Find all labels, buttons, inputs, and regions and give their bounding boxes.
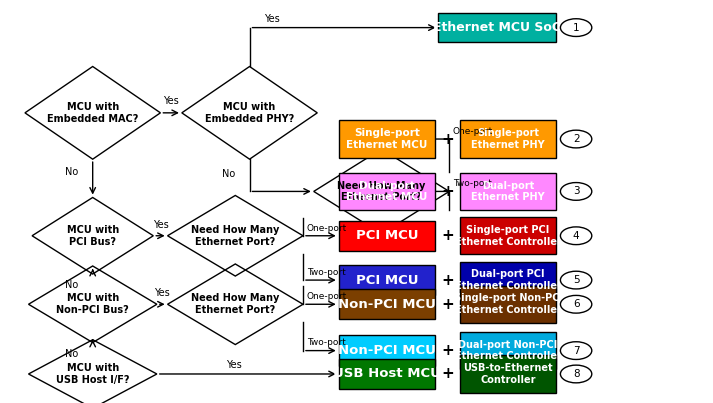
Text: USB-to-Ethernet
Controller: USB-to-Ethernet Controller xyxy=(463,363,553,385)
Text: One-port: One-port xyxy=(307,224,347,233)
Text: 4: 4 xyxy=(573,231,580,241)
Text: MCU with
Embedded MAC?: MCU with Embedded MAC? xyxy=(47,102,138,124)
Text: 5: 5 xyxy=(573,275,580,285)
Text: Need How Many
Ethernet Port?: Need How Many Ethernet Port? xyxy=(191,225,279,247)
Bar xyxy=(460,286,556,323)
Text: Ethernet MCU SoC: Ethernet MCU SoC xyxy=(434,21,561,34)
Text: +: + xyxy=(441,343,453,358)
Text: +: + xyxy=(441,228,453,243)
Bar xyxy=(339,265,435,295)
Bar xyxy=(438,13,556,42)
Text: Dual-port PCI
Ethernet Controller: Dual-port PCI Ethernet Controller xyxy=(455,269,561,291)
Text: MCU with
Non-PCI Bus?: MCU with Non-PCI Bus? xyxy=(56,293,129,315)
Text: Dual-port Non-PCI
Ethernet Controller: Dual-port Non-PCI Ethernet Controller xyxy=(455,340,561,361)
Bar xyxy=(339,221,435,251)
Text: 3: 3 xyxy=(573,187,580,196)
Text: 2: 2 xyxy=(573,134,580,144)
Text: Yes: Yes xyxy=(153,220,168,230)
Bar xyxy=(460,262,556,299)
Bar xyxy=(460,173,556,210)
Text: Two-port: Two-port xyxy=(307,268,345,277)
Bar xyxy=(339,289,435,319)
Text: +: + xyxy=(441,297,453,312)
Text: Single-port PCI
Ethernet Controller: Single-port PCI Ethernet Controller xyxy=(455,225,561,247)
Text: One-port: One-port xyxy=(453,127,493,136)
Text: 6: 6 xyxy=(573,299,580,309)
Text: +: + xyxy=(441,366,453,382)
Text: Yes: Yes xyxy=(225,360,242,370)
Bar xyxy=(339,173,435,210)
Text: PCI MCU: PCI MCU xyxy=(356,274,418,287)
Bar xyxy=(460,355,556,393)
Text: Yes: Yes xyxy=(163,96,179,106)
Text: No: No xyxy=(65,280,78,290)
Text: Two-port: Two-port xyxy=(453,179,491,188)
Text: No: No xyxy=(65,167,78,177)
Text: No: No xyxy=(222,169,235,179)
Text: USB Host MCU: USB Host MCU xyxy=(333,368,441,380)
Text: Need How Many
Ethernet Port?: Need How Many Ethernet Port? xyxy=(191,293,279,315)
Text: Single-port Non-PCI
Ethernet Controller: Single-port Non-PCI Ethernet Controller xyxy=(453,293,563,315)
Bar xyxy=(339,120,435,158)
Text: Single-port
Ethernet PHY: Single-port Ethernet PHY xyxy=(471,128,545,150)
Text: No: No xyxy=(65,349,78,359)
Text: Yes: Yes xyxy=(264,14,279,23)
Text: MCU with
PCI Bus?: MCU with PCI Bus? xyxy=(66,225,119,247)
Text: MCU with
Embedded PHY?: MCU with Embedded PHY? xyxy=(205,102,294,124)
Text: Dual-port
Ethernet PHY: Dual-port Ethernet PHY xyxy=(471,181,545,202)
Text: Yes: Yes xyxy=(154,288,170,298)
Text: Single-port
Ethernet MCU: Single-port Ethernet MCU xyxy=(346,128,428,150)
Bar xyxy=(460,332,556,369)
Bar xyxy=(339,359,435,389)
Text: +: + xyxy=(441,184,453,199)
Text: One-port: One-port xyxy=(307,292,347,301)
Text: MCU with
USB Host I/F?: MCU with USB Host I/F? xyxy=(56,363,130,385)
Bar xyxy=(460,217,556,254)
Bar xyxy=(339,335,435,366)
Text: Two-port: Two-port xyxy=(307,339,345,347)
Text: 8: 8 xyxy=(573,369,580,379)
Text: +: + xyxy=(441,272,453,288)
Text: +: + xyxy=(441,131,453,147)
Text: PCI MCU: PCI MCU xyxy=(356,229,418,242)
Text: Need How Many
Ethernet Port?: Need How Many Ethernet Port? xyxy=(337,181,426,202)
Text: Non-PCI MCU: Non-PCI MCU xyxy=(338,298,436,311)
Text: 1: 1 xyxy=(573,23,580,33)
Text: 7: 7 xyxy=(573,346,580,355)
Text: Non-PCI MCU: Non-PCI MCU xyxy=(338,344,436,357)
Text: Dual-port
Ethernet MCU: Dual-port Ethernet MCU xyxy=(346,181,428,202)
Bar xyxy=(460,120,556,158)
